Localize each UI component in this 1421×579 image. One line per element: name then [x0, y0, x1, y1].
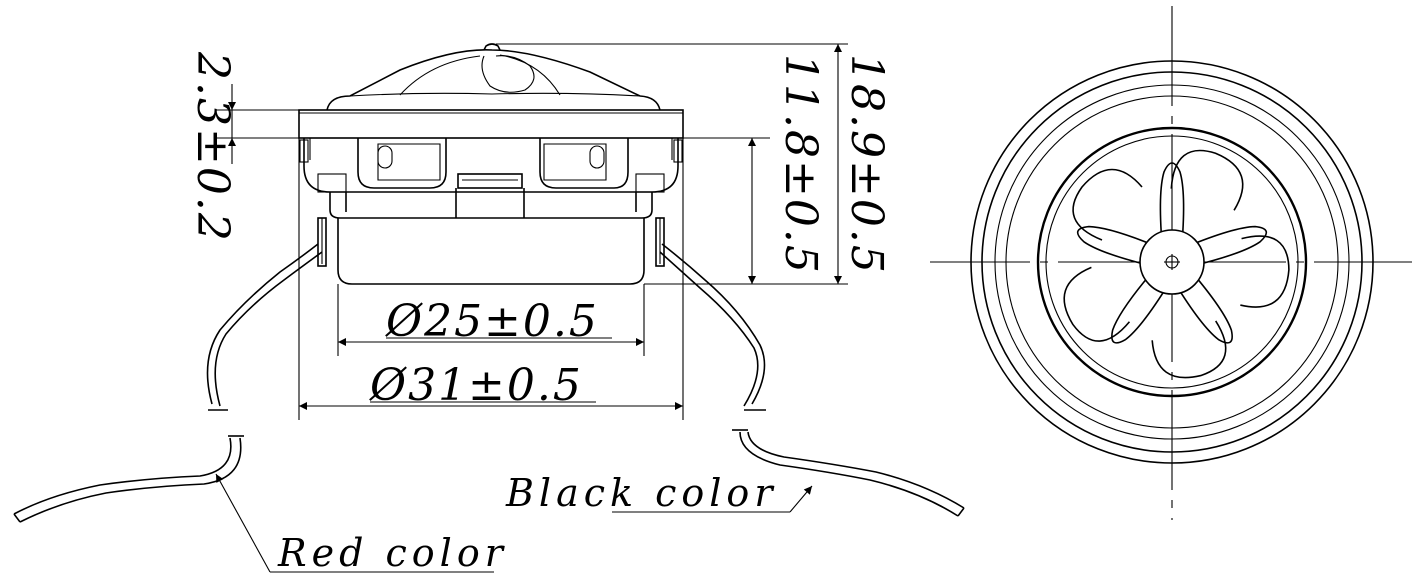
- inner-diameter-label: Ø25±0.5: [385, 296, 599, 347]
- body-height-label: 11.8±0.5: [775, 54, 826, 275]
- red-wire-label: Red color: [277, 531, 508, 575]
- dimension-lines: [215, 43, 848, 420]
- wire-callouts: Black color Red color: [215, 471, 813, 575]
- black-wire-label: Black color: [505, 471, 777, 515]
- front-view: [930, 6, 1412, 520]
- outer-diameter-label: Ø31±0.5: [369, 360, 583, 411]
- total-height-label: 18.9±0.5: [841, 54, 892, 275]
- flange-thickness-label: 2.3±0.2: [187, 51, 238, 243]
- side-view: [13, 43, 965, 523]
- dimension-texts: Ø25±0.5 Ø31±0.5 2.3±0.2 11.8±0.5 18.9±0.…: [187, 51, 892, 411]
